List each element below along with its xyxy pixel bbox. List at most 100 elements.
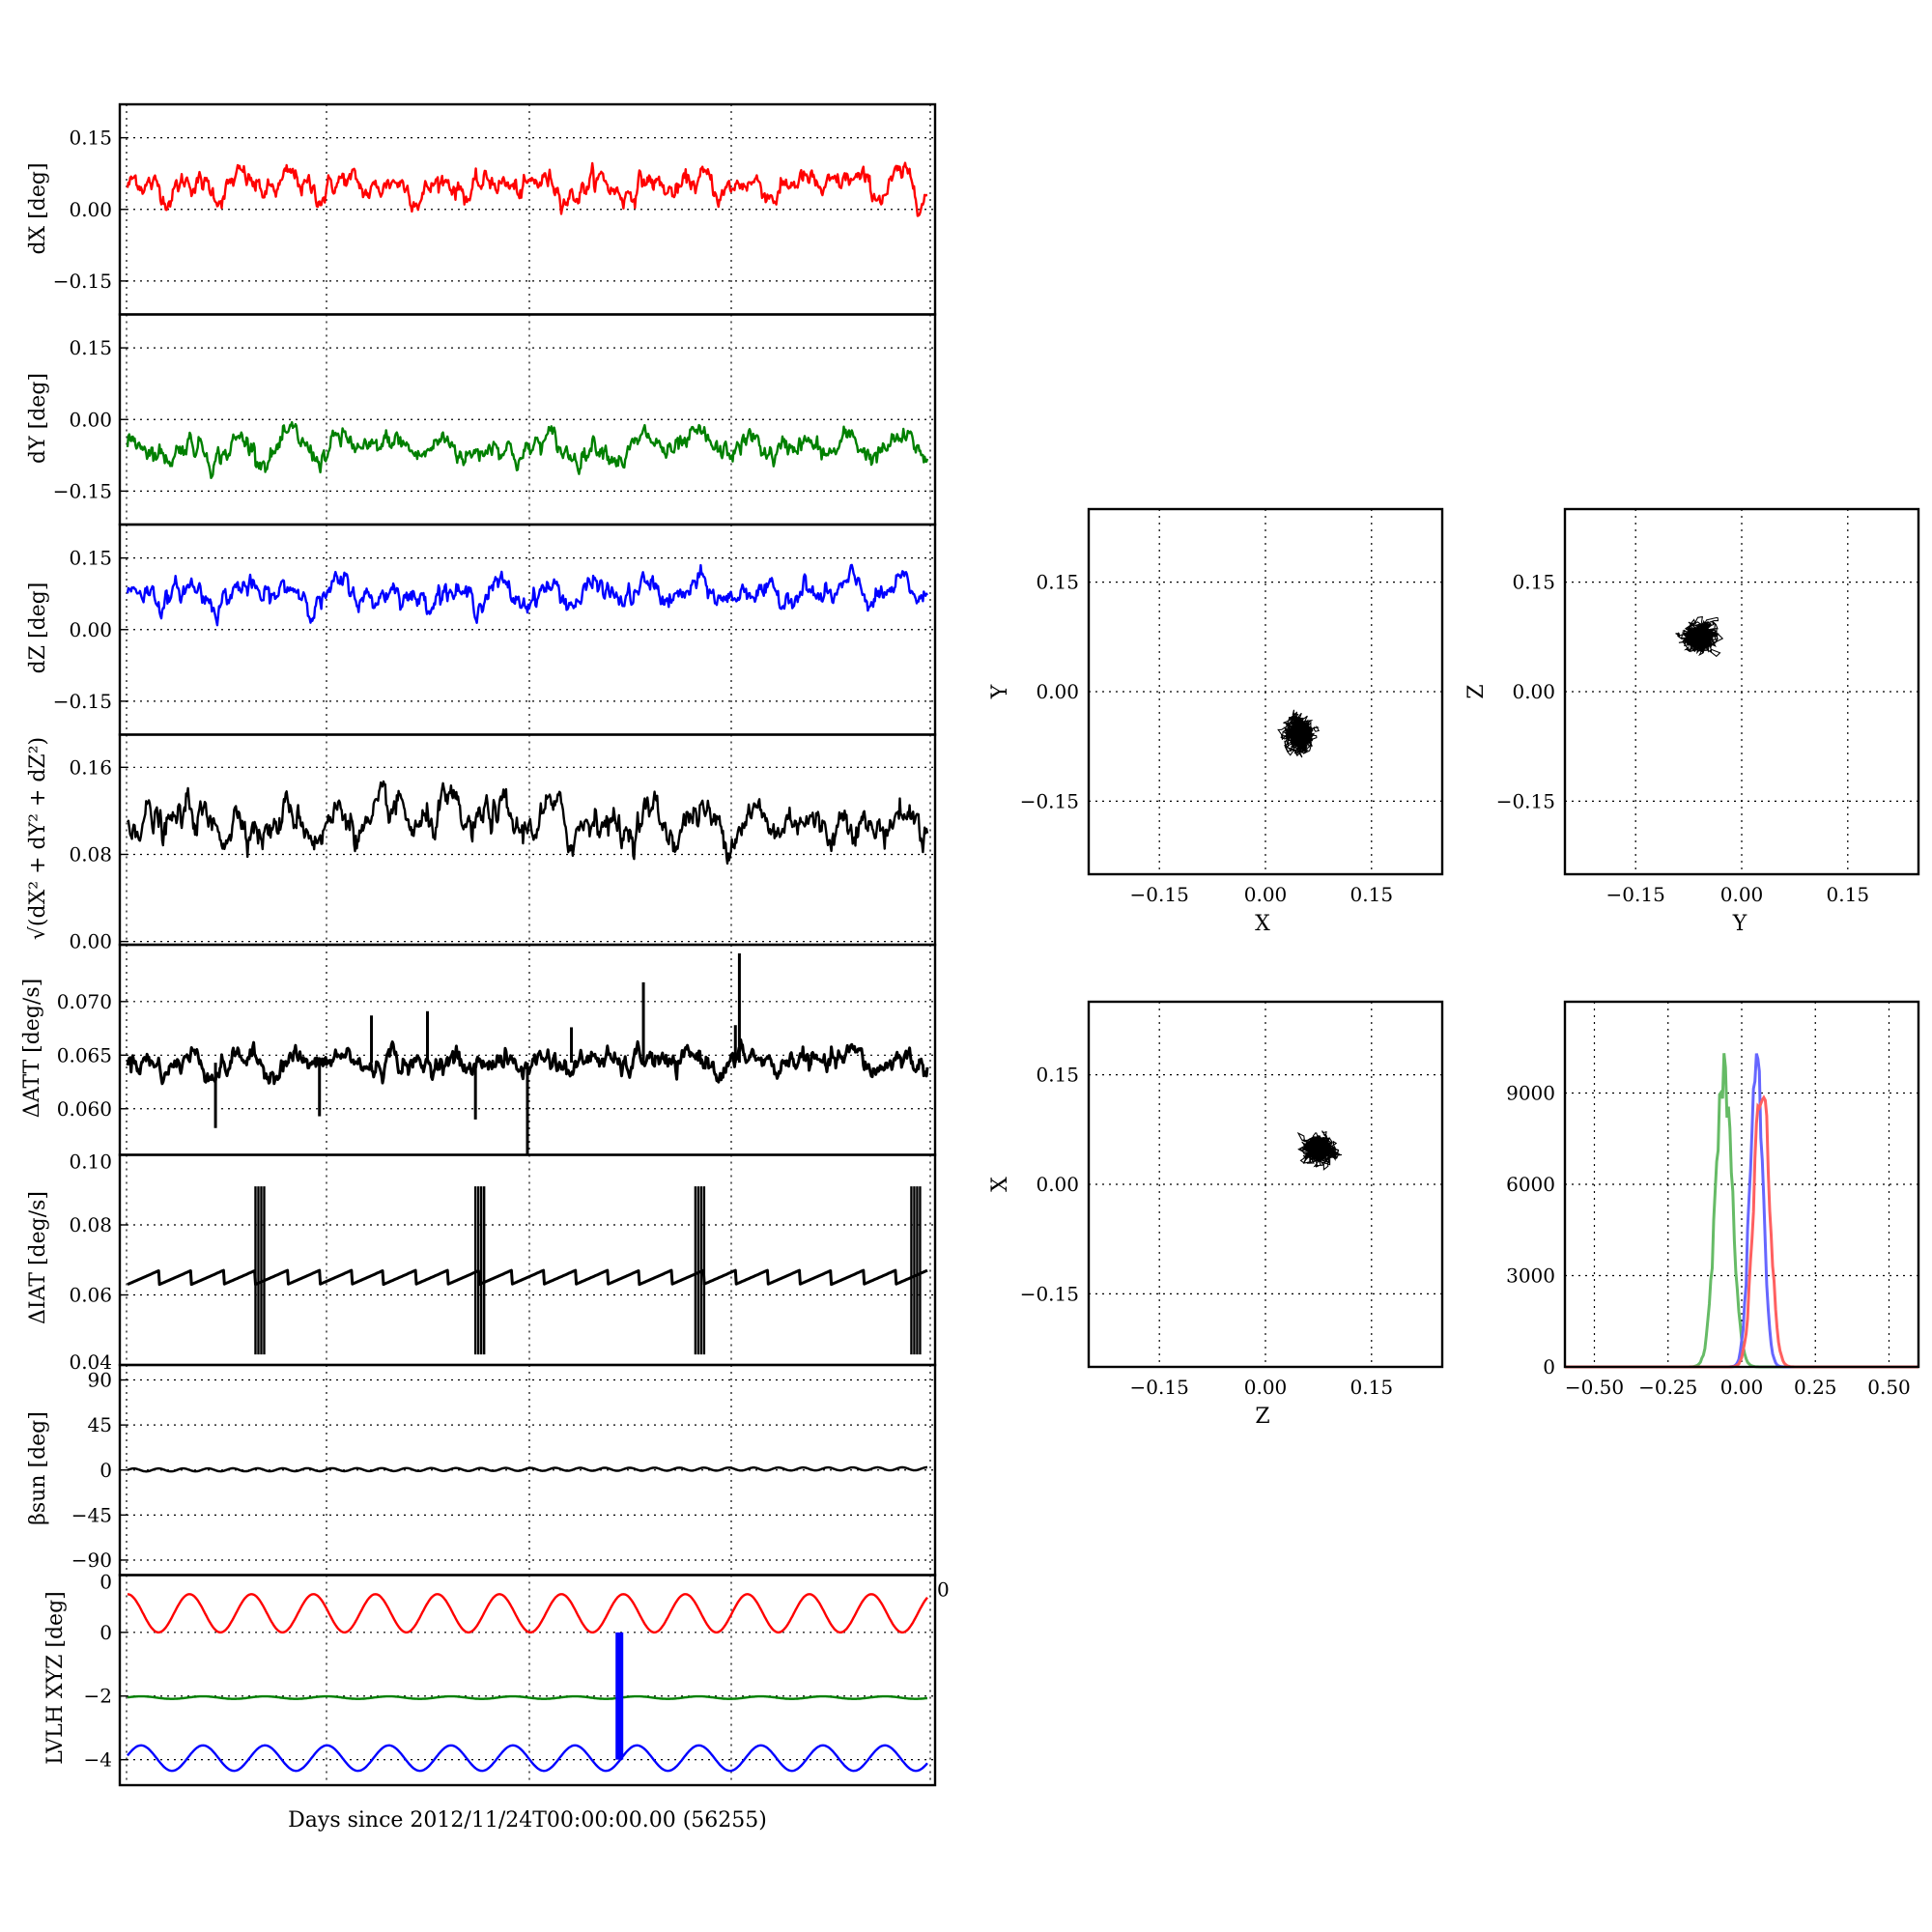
scatter-ytick-8-0: 0.15: [1036, 571, 1079, 594]
ytick-label-0-0: 0.15: [69, 127, 112, 150]
ytick-label-6-3: −45: [71, 1503, 112, 1526]
xlabel-scatter-yz: Y: [1732, 912, 1747, 936]
ytick-label-7-0: 0: [99, 1571, 112, 1594]
ylabel-scatter-zx: X: [988, 1177, 1012, 1192]
series-line-7-2: [127, 1744, 928, 1773]
scatter-xtick-8-1: 0.00: [1244, 883, 1288, 906]
series-line-3-0: [126, 780, 929, 866]
hist-xtick-3: 0.25: [1794, 1376, 1837, 1399]
ylabel-lvlh: LVLH XYZ [deg]: [43, 1591, 68, 1765]
scatter-trace-10: [1296, 1130, 1343, 1171]
ylabel-diat: ΔIAT [deg/s]: [26, 1191, 50, 1324]
panel-frame-3: [118, 733, 937, 947]
ylabel-norm: √(dX² + dY² + dZ²): [26, 737, 50, 940]
scatter-ytick-10-0: 0.15: [1036, 1064, 1079, 1087]
scatter-frame-9: [1563, 507, 1920, 876]
scatter-ytick-8-1: 0.00: [1036, 680, 1079, 703]
ytick-label-5-0: 0.10: [69, 1151, 112, 1174]
scatter-frame-8: [1087, 507, 1444, 876]
histogram-panel: [1563, 1000, 1920, 1369]
ytick-label-3-0: 0.16: [69, 755, 112, 779]
ytick-label-0-2: −0.15: [53, 270, 112, 293]
scatter-frame-10: [1087, 1000, 1444, 1369]
scatter-trace-9: [1675, 615, 1724, 658]
series-line-7-1: [127, 1694, 928, 1700]
scatter-xtick-9-2: 0.15: [1827, 883, 1870, 906]
timeseries-panel-3: [118, 733, 937, 947]
scatter-ytick-9-0: 0.15: [1512, 571, 1555, 594]
timeseries-panel-2: [118, 523, 937, 736]
series-line-1-0: [126, 420, 929, 479]
hist-xtick-1: −0.25: [1638, 1376, 1697, 1399]
series-line-6-0: [127, 1465, 928, 1473]
scatter-xtick-10-1: 0.00: [1244, 1376, 1288, 1399]
ytick-label-6-0: 90: [88, 1369, 112, 1392]
scatter-panel-9: [1563, 507, 1920, 876]
hist-frame: [1563, 1000, 1920, 1369]
timeseries-panel-4: [118, 943, 937, 1156]
ytick-label-5-3: 0.04: [69, 1350, 112, 1374]
ytick-label-6-4: −90: [71, 1548, 112, 1572]
hist-ytick-3: 0: [1543, 1355, 1555, 1378]
scatter-xtick-9-1: 0.00: [1720, 883, 1764, 906]
scatter-trace-8: [1277, 709, 1321, 758]
ylabel-beta: βsun [deg]: [26, 1411, 50, 1525]
panel-frame-7: [118, 1574, 937, 1787]
ytick-label-1-2: −0.15: [53, 479, 112, 502]
ytick-label-4-1: 0.065: [57, 1043, 112, 1066]
scatter-xtick-10-2: 0.15: [1350, 1376, 1394, 1399]
hist-ytick-0: 9000: [1506, 1082, 1555, 1105]
scatter-ytick-10-1: 0.00: [1036, 1173, 1079, 1196]
axis-labels: dX [deg] dY [deg] dZ [deg] √(dX² + dY² +…: [20, 162, 1747, 1833]
timeseries-panel-5: [118, 1153, 937, 1367]
hist-xtick-2: 0.00: [1720, 1376, 1764, 1399]
ylabel-scatter-yz: Z: [1464, 684, 1489, 698]
timeseries-panel-7: [118, 1574, 937, 1787]
hist-ytick-2: 3000: [1506, 1264, 1555, 1288]
timeseries-panel-6: [118, 1363, 937, 1577]
ytick-label-6-1: 45: [88, 1413, 112, 1436]
scatter-ytick-8-2: −0.15: [1020, 789, 1079, 812]
ylabel-dx: dX [deg]: [26, 162, 50, 254]
ytick-label-6-2: 0: [99, 1459, 112, 1482]
scatter-xtick-10-0: −0.15: [1130, 1376, 1189, 1399]
ytick-label-4-0: 0.070: [57, 990, 112, 1013]
ytick-label-3-2: 0.00: [69, 930, 112, 953]
xlabel-scatter-xy: X: [1255, 912, 1270, 936]
scatter-ytick-10-2: −0.15: [1020, 1282, 1079, 1305]
xtick-label-right: 0: [937, 1578, 950, 1602]
hist-xtick-0: −0.50: [1565, 1376, 1624, 1399]
shared-xlabel: Days since 2012/11/24T00:00:00.00 (56255…: [288, 1808, 767, 1833]
xlabel-scatter-zx: Z: [1255, 1405, 1269, 1429]
timeseries-panel-1: [118, 313, 937, 526]
ytick-label-2-0: 0.15: [69, 547, 112, 570]
ylabel-scatter-xy: Y: [988, 684, 1012, 699]
timeseries-panel-0: [118, 102, 937, 316]
hist-xtick-4: 0.50: [1867, 1376, 1911, 1399]
ytick-label-7-1: 0: [99, 1621, 112, 1644]
ytick-label-2-2: −0.15: [53, 690, 112, 713]
ytick-label-1-1: 0.00: [69, 408, 112, 431]
chart-marks: 0.15 0.00 −0.15 0.15 0.00 −0.15 0.15 0.00 −0.15 0…: [53, 102, 1920, 1787]
ytick-label-5-2: 0.06: [69, 1284, 112, 1307]
ylabel-dz: dZ [deg]: [26, 582, 50, 674]
ytick-label-7-2: −2: [84, 1685, 112, 1708]
scatter-xtick-8-2: 0.15: [1350, 883, 1394, 906]
series-line-2-0: [126, 563, 929, 627]
ylabel-datt: ΔATT [deg/s]: [20, 979, 44, 1118]
ytick-label-5-1: 0.08: [69, 1213, 112, 1236]
series-line-7-0: [127, 1593, 928, 1634]
hist-ytick-1: 6000: [1506, 1173, 1555, 1196]
ytick-label-4-2: 0.060: [57, 1097, 112, 1121]
series-line-0-0: [126, 161, 928, 217]
scatter-xtick-8-0: −0.15: [1130, 883, 1189, 906]
ytick-label-3-1: 0.08: [69, 842, 112, 866]
panel-frame-5: [118, 1153, 937, 1367]
scatter-ytick-9-2: −0.15: [1496, 789, 1555, 812]
ytick-label-0-1: 0.00: [69, 198, 112, 221]
scatter-xtick-9-0: −0.15: [1606, 883, 1665, 906]
ytick-label-2-1: 0.00: [69, 618, 112, 641]
series-line-5-0: [127, 1268, 928, 1287]
scatter-panel-8: [1087, 507, 1444, 876]
